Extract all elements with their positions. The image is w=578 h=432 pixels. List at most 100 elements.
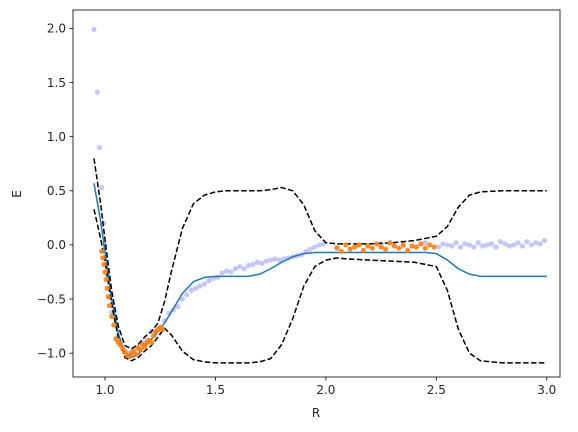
scatter-point-4-32 — [334, 245, 340, 251]
scatter-point-4-36 — [352, 244, 358, 250]
scatter-point-4-2 — [101, 261, 107, 268]
scatter-point-4-38 — [360, 247, 367, 253]
scatter-point-3-36 — [232, 266, 238, 272]
x-tick-label: 1.5 — [206, 383, 225, 397]
scatter-point-3-74 — [488, 241, 495, 247]
scatter-point-3-40 — [250, 261, 256, 268]
scatter-point-3-73 — [484, 242, 490, 248]
scatter-point-3-65 — [449, 243, 455, 249]
scatter-point-4-42 — [378, 244, 384, 250]
scatter-point-3-28 — [197, 283, 203, 289]
y-tick-label: 0.0 — [47, 238, 66, 252]
scatter-point-3-69 — [466, 242, 473, 248]
x-axis: 1.0 1.5 2.0 2.5 3.0 — [95, 377, 556, 397]
y-tick-label: 1.0 — [47, 130, 66, 144]
scatter-point-3-34 — [223, 268, 230, 274]
scatter-point-3-70 — [471, 244, 477, 250]
scatter-point-3-42 — [259, 260, 265, 266]
dashed-bound-line-2 — [93, 209, 547, 364]
x-tick-label: 2.5 — [427, 383, 446, 397]
x-axis-label: R — [312, 406, 320, 420]
scatter-point-4-7 — [106, 302, 113, 309]
scatter-point-3-71 — [475, 240, 481, 246]
scatter-point-4-49 — [409, 243, 415, 249]
scatter-point-4-21 — [137, 347, 143, 353]
axes-frame — [72, 9, 561, 378]
scatter-point-4-3 — [102, 269, 108, 275]
scatter-point-3-62 — [435, 244, 442, 250]
scatter-point-3-27 — [192, 285, 199, 291]
scatter-point-3-72 — [480, 243, 486, 249]
scatter-point-4-46 — [396, 245, 402, 251]
scatter-point-4-52 — [422, 245, 428, 251]
scatter-point-3-38 — [241, 266, 247, 272]
scatter-point-3-37 — [237, 263, 243, 270]
y-tick-label: −1.0 — [37, 346, 66, 360]
scatter-point-4-19 — [133, 351, 139, 357]
scatter-point-3-54 — [312, 244, 318, 250]
scatter-point-3-29 — [201, 281, 208, 287]
scatter-point-4-41 — [374, 241, 380, 247]
x-tick-label: 3.0 — [537, 383, 556, 397]
y-tick-label: 2.0 — [47, 22, 66, 36]
scatter-point-3-41 — [254, 259, 261, 265]
scatter-point-3-46 — [276, 257, 283, 263]
scatter-point-4-8 — [109, 313, 115, 319]
y-axis-label: E — [10, 190, 24, 198]
scatter-point-3-64 — [444, 242, 450, 248]
scatter-point-3-84 — [533, 240, 539, 246]
scatter-point-4-37 — [356, 242, 362, 248]
scatter-point-3-63 — [440, 241, 446, 247]
scatter-point-3-66 — [453, 240, 459, 246]
scatter-point-4-33 — [338, 248, 344, 255]
scatter-point-3-26 — [188, 287, 194, 293]
scatter-point-4-43 — [382, 246, 389, 252]
scatter-point-4-44 — [387, 240, 393, 246]
scatter-point-3-23 — [175, 304, 181, 310]
scatter-point-3-81 — [519, 243, 526, 249]
scatter-point-3-77 — [502, 241, 508, 247]
dashed-bound-line-1 — [93, 158, 547, 350]
scatter-point-3-33 — [219, 270, 225, 276]
scatter-point-3-39 — [245, 262, 252, 269]
scatter-point-3-67 — [458, 244, 464, 250]
scatter-point-4-23 — [142, 344, 148, 350]
scatter-point-4-4 — [103, 276, 109, 283]
scatter-point-4-50 — [413, 244, 420, 250]
scatter-point-4-53 — [427, 242, 433, 248]
scatter-point-3-45 — [272, 256, 278, 262]
y-axis: −1.0 −0.5 0.0 0.5 1.0 1.5 2.0 — [37, 22, 73, 360]
y-tick-label: 1.5 — [47, 76, 66, 90]
scatter-point-3-44 — [268, 257, 274, 263]
scatter-point-4-31 — [159, 326, 166, 332]
y-tick-label: 0.5 — [47, 184, 66, 198]
scatter-point-3-80 — [515, 240, 521, 246]
scatter-point-4-5 — [104, 285, 110, 291]
scatter-point-3-55 — [316, 242, 322, 248]
scatter-point-4-34 — [343, 242, 349, 248]
scatter-point-4-48 — [405, 247, 411, 253]
scatter-point-4-35 — [347, 246, 353, 252]
scatter-point-3-30 — [206, 278, 212, 284]
scatter-point-4-39 — [365, 243, 371, 249]
x-tick-label: 1.0 — [95, 383, 114, 397]
scatter-point-3-79 — [511, 242, 517, 248]
scatter-point-4-40 — [369, 245, 375, 251]
scatter-point-4-12 — [117, 341, 124, 348]
scatter-point-4-26 — [148, 339, 155, 345]
scatter-point-3-24 — [179, 296, 185, 302]
scatter-point-4-47 — [400, 242, 406, 248]
scatter-point-4-6 — [105, 294, 111, 300]
scatter-point-3-85 — [537, 241, 543, 247]
scatter-point-3-76 — [497, 239, 503, 245]
scatter-point-3-75 — [493, 244, 499, 250]
scatter-point-3-82 — [524, 239, 530, 245]
scatter-point-3-25 — [184, 292, 190, 298]
scatter-point-3-53 — [307, 246, 314, 252]
scatter-point-3-3 — [99, 184, 105, 191]
scatter-point-3-86 — [541, 237, 548, 244]
scatter-point-3-61 — [422, 240, 428, 246]
scatter-point-3-35 — [228, 269, 234, 275]
